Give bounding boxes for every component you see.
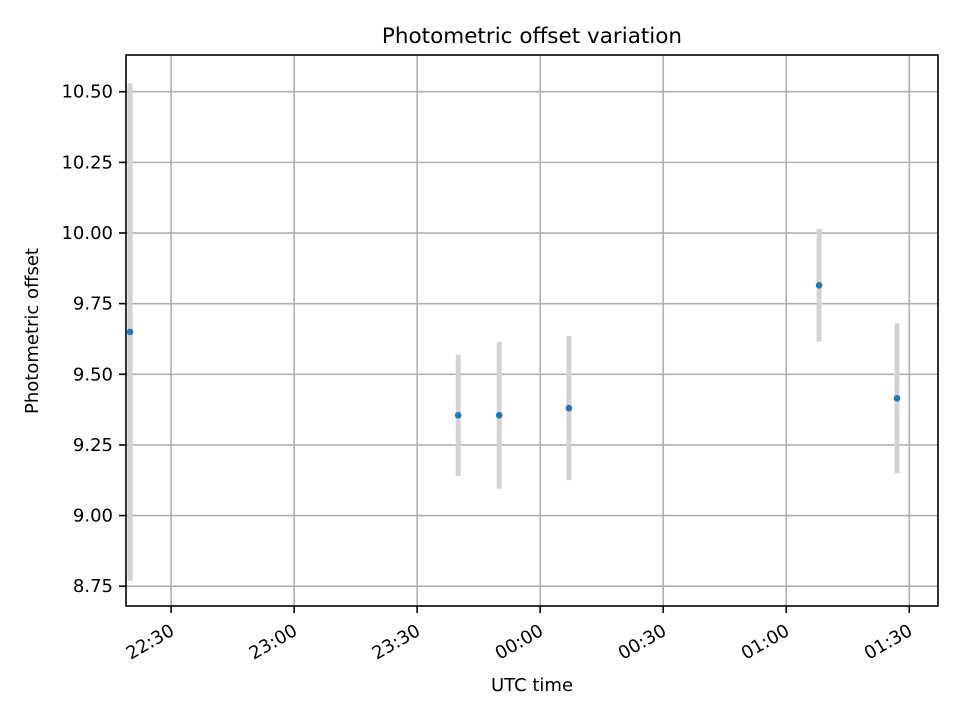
y-tick-label: 8.75 <box>73 576 113 597</box>
y-tick-label: 9.25 <box>73 435 113 456</box>
data-point <box>893 395 901 402</box>
errorbar-layer <box>127 83 900 581</box>
x-tick-label: 23:30 <box>369 620 424 664</box>
y-tick-label: 10.00 <box>61 223 113 244</box>
y-tick-label: 9.50 <box>73 364 113 385</box>
x-tick-label: 01:00 <box>738 620 793 664</box>
data-point <box>815 281 823 289</box>
data-point <box>454 411 462 419</box>
plot-frame <box>125 54 939 607</box>
x-tick-label: 23:00 <box>246 620 301 664</box>
data-point <box>495 411 503 419</box>
x-axis-title: UTC time <box>491 675 573 696</box>
y-tick-label: 10.25 <box>61 152 113 173</box>
point-layer <box>126 281 901 419</box>
y-tick-label: 10.50 <box>61 82 113 103</box>
x-tick-label: 01:30 <box>861 620 916 664</box>
x-tick-label: 00:00 <box>492 620 547 664</box>
chart-title: Photometric offset variation <box>382 24 682 49</box>
x-tick-label: 22:30 <box>123 620 178 664</box>
y-axis-title: Photometric offset <box>22 248 43 414</box>
y-axis: 8.75 9.00 9.25 9.50 9.75 10.00 10.25 10.50 <box>61 82 126 597</box>
data-point <box>565 404 573 412</box>
grid-layer <box>126 55 938 606</box>
y-tick-label: 9.00 <box>73 506 113 527</box>
data-point <box>126 328 134 336</box>
x-tick-label: 00:30 <box>615 620 670 664</box>
y-tick-label: 9.75 <box>73 294 113 315</box>
x-axis: 22:30 23:00 23:30 00:00 00:30 01:00 01:30 <box>123 606 916 664</box>
